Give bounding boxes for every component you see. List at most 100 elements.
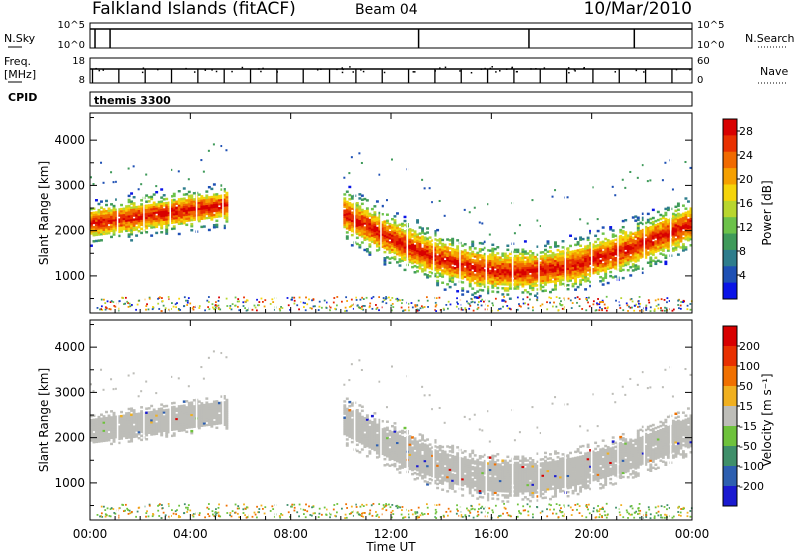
power-cell xyxy=(661,216,665,220)
velocity-cell xyxy=(358,426,362,430)
power-cell xyxy=(107,219,111,223)
power-cell xyxy=(370,228,374,231)
velocity-cell xyxy=(155,416,159,419)
power-cell xyxy=(478,256,482,259)
power-cell xyxy=(498,278,502,282)
power-cell xyxy=(403,242,407,245)
velocity-cell xyxy=(225,419,229,422)
power-cell xyxy=(421,178,424,181)
power-cell xyxy=(370,240,374,243)
power-cell xyxy=(518,281,522,284)
power-cell xyxy=(145,204,149,207)
velocity-cell xyxy=(215,420,219,423)
power-cell xyxy=(192,306,195,308)
power-cell xyxy=(518,262,522,266)
power-cell xyxy=(350,203,354,206)
power-cell xyxy=(177,216,181,219)
power-cell xyxy=(594,257,598,260)
velocity-cell xyxy=(200,412,204,415)
power-cell xyxy=(393,255,397,259)
power-cell xyxy=(633,304,636,307)
power-cell xyxy=(631,236,635,240)
power-cell xyxy=(521,260,525,264)
power-cell xyxy=(222,194,226,197)
power-cell xyxy=(681,222,685,226)
power-cell xyxy=(634,241,638,245)
power-cell xyxy=(634,239,638,243)
power-cell xyxy=(105,232,108,235)
power-cell xyxy=(172,215,176,218)
power-cell xyxy=(368,222,372,226)
power-cell xyxy=(401,299,404,301)
power-cell xyxy=(644,233,648,237)
power-cell xyxy=(614,275,618,278)
power-cell xyxy=(679,219,683,223)
power-cell xyxy=(591,245,595,248)
power-cell xyxy=(541,263,545,266)
velocity-cell xyxy=(383,453,387,457)
power-cell xyxy=(150,212,154,215)
power-cell xyxy=(689,227,693,231)
velocity-cell xyxy=(207,419,211,422)
power-cell xyxy=(428,246,432,249)
velocity-cell xyxy=(112,388,115,391)
power-cell xyxy=(664,262,668,266)
power-cell xyxy=(436,261,440,264)
power-cell xyxy=(468,254,472,257)
velocity-cell xyxy=(155,414,159,417)
power-cell xyxy=(536,273,540,277)
power-cell xyxy=(391,248,394,251)
velocity-cell xyxy=(122,418,126,422)
power-cell xyxy=(120,224,124,227)
velocity-cell xyxy=(225,421,229,424)
power-cell xyxy=(666,245,670,248)
power-cell xyxy=(516,279,520,282)
velocity-cell xyxy=(117,435,121,439)
power-cell xyxy=(182,215,186,219)
power-cell xyxy=(132,214,136,217)
power-cell xyxy=(476,267,480,271)
power-cell xyxy=(217,304,220,307)
power-cell xyxy=(531,282,535,285)
power-cell xyxy=(661,220,665,224)
colorbar-swatch xyxy=(723,135,737,153)
power-cell xyxy=(388,247,392,250)
velocity-cell xyxy=(167,416,171,420)
power-cell xyxy=(362,304,365,307)
power-cell xyxy=(448,267,452,271)
power-cell xyxy=(471,242,475,246)
power-cell xyxy=(421,306,424,309)
power-cell xyxy=(260,297,263,300)
power-cell xyxy=(388,261,392,264)
velocity-cell xyxy=(157,422,161,425)
power-cell xyxy=(102,216,106,219)
power-cell xyxy=(523,278,527,282)
power-cell xyxy=(107,229,111,233)
power-cell xyxy=(453,258,457,262)
velocity-cell xyxy=(200,366,203,369)
power-cell xyxy=(604,237,608,241)
power-cell xyxy=(526,264,530,267)
power-cell xyxy=(418,240,422,244)
power-cell xyxy=(478,294,482,298)
power-cell xyxy=(626,256,630,260)
power-cell xyxy=(664,254,668,257)
power-cell xyxy=(90,207,93,211)
power-cell xyxy=(684,225,688,229)
power-cell xyxy=(596,262,600,265)
power-cell xyxy=(378,230,382,233)
power-cell xyxy=(448,277,452,281)
velocity-cell xyxy=(207,423,211,426)
power-cell xyxy=(403,238,407,241)
nave-tick-bottom: 0 xyxy=(697,75,703,86)
power-cell xyxy=(393,221,397,224)
power-cell xyxy=(105,213,108,217)
power-cell xyxy=(115,180,118,183)
power-cell xyxy=(649,230,653,233)
power-cell xyxy=(554,269,557,273)
velocity-cell xyxy=(215,412,219,415)
power-cell xyxy=(659,232,663,235)
power-cell xyxy=(468,303,471,306)
power-cell xyxy=(629,251,633,255)
power-cell xyxy=(569,271,572,274)
